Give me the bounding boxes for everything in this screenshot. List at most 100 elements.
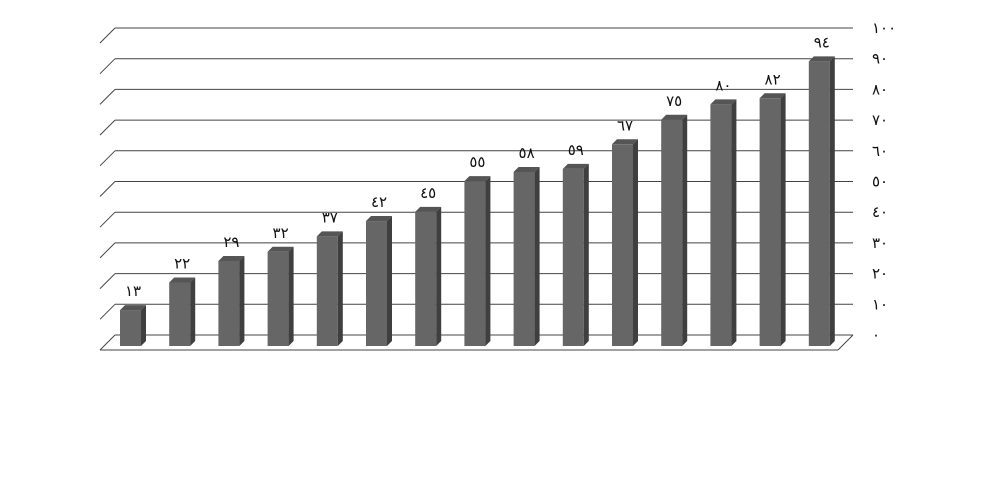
bar-side (534, 166, 540, 346)
bar-front (661, 119, 683, 346)
bar-top (169, 277, 196, 283)
bar-side (239, 255, 245, 346)
bar-top (316, 231, 343, 237)
data-label: ٦٧ (617, 116, 633, 134)
bar-top (808, 56, 835, 62)
grid-diagonal (99, 89, 116, 105)
bar-side (190, 277, 196, 346)
grid-diagonal (99, 211, 116, 228)
bar-top (562, 163, 589, 169)
bar-top (513, 166, 540, 172)
bar (464, 176, 491, 346)
grid-diagonal (99, 273, 116, 289)
bar-top (218, 255, 245, 261)
bar-top (759, 93, 786, 99)
bar-side (682, 114, 688, 346)
bar-front (218, 260, 240, 346)
bar-top (710, 99, 737, 105)
bar-front (415, 211, 437, 346)
grid-diagonal (99, 334, 116, 351)
y-tick-label: ٧٠ (872, 111, 888, 129)
grid-diagonal (99, 150, 116, 167)
data-labels: ١٣ ٢٢ ٢٩ ٣٢ ٣٧ ٤٢ ٤٥ ٥٥ ٥٨ ٥٩ ٦٧ ٧٥ ٨٠ ٨٢ ٩٤ (125, 33, 830, 300)
data-label: ٧٥ (666, 92, 682, 110)
bar (316, 231, 343, 346)
bar (759, 93, 786, 346)
bar-top (120, 305, 146, 311)
data-label: ٣٢ (273, 224, 289, 242)
bar-side (731, 99, 737, 347)
bar (218, 255, 245, 346)
bar-front (316, 236, 338, 346)
bar (612, 139, 638, 346)
bar-front (366, 221, 387, 346)
y-tick-label: ٥٠ (872, 173, 888, 191)
bar-front (759, 98, 781, 346)
y-tick-label: ٣٠ (872, 234, 888, 252)
grid-diagonal (99, 242, 116, 259)
y-axis: ٠ ١٠ ٢٠ ٣٠ ٤٠ ٥٠ ٦٠ ٧٠ ٨٠ ٩٠ ١٠٠ (872, 19, 896, 344)
y-tick-label: ٦٠ (872, 142, 888, 160)
bar (513, 166, 540, 346)
bar-front (808, 61, 830, 347)
y-tick-label: ٨٠ (872, 80, 888, 98)
bar-side (485, 176, 491, 346)
bar-side (141, 305, 146, 346)
y-tick-label: ٠ (872, 326, 880, 344)
grid-diagonal (99, 303, 116, 320)
data-label: ٥٥ (469, 153, 485, 171)
data-label: ١٣ (125, 282, 141, 300)
bar-side (436, 206, 442, 346)
grid-diagonal (99, 119, 116, 136)
data-label: ٩٤ (814, 33, 830, 51)
y-tick-label: ٤٠ (872, 203, 888, 221)
grid-diagonal (99, 181, 116, 197)
grid-diagonal (99, 27, 116, 44)
y-tick-label: ٢٠ (872, 265, 888, 283)
bar-top (267, 246, 294, 252)
bar-side (633, 139, 638, 346)
bar-side (387, 216, 392, 346)
data-label: ٤٥ (420, 184, 436, 202)
bar (808, 56, 835, 347)
data-label: ٣٧ (322, 208, 338, 226)
data-label: ٨٢ (765, 70, 781, 88)
bar-side (337, 231, 343, 346)
bar (267, 246, 294, 346)
bar (169, 277, 196, 346)
bar-top (464, 176, 491, 182)
bar-front (267, 251, 289, 346)
data-label: ٢٩ (223, 233, 239, 251)
bar-side (583, 163, 589, 346)
y-tick-label: ١٠٠ (872, 19, 896, 37)
data-label: ٨٠ (715, 76, 731, 94)
bar (415, 206, 442, 346)
bar-front (513, 171, 535, 346)
bar-front (612, 144, 633, 346)
bar-front (562, 168, 584, 346)
floor-side-edge (837, 334, 854, 351)
data-label: ٢٢ (174, 254, 190, 272)
data-label: ٤٢ (371, 193, 387, 211)
bar-top (366, 216, 392, 222)
bar-front (710, 104, 732, 347)
bar (366, 216, 392, 346)
bar-top (415, 206, 442, 212)
bar (710, 99, 737, 347)
data-label: ٥٩ (568, 141, 584, 159)
bar (562, 163, 589, 346)
y-tick-label: ٩٠ (872, 50, 888, 68)
y-tick-label: ١٠ (872, 295, 888, 313)
bar-front (169, 282, 191, 346)
grid-diagonal (99, 58, 116, 75)
data-label: ٥٨ (519, 144, 535, 162)
bar-side (829, 56, 835, 347)
bar-top (612, 139, 638, 145)
bar-front (464, 181, 486, 346)
bar (661, 114, 688, 346)
bar-top (661, 114, 688, 120)
bar-side (288, 246, 294, 346)
bars (120, 56, 835, 347)
bar (120, 305, 146, 346)
